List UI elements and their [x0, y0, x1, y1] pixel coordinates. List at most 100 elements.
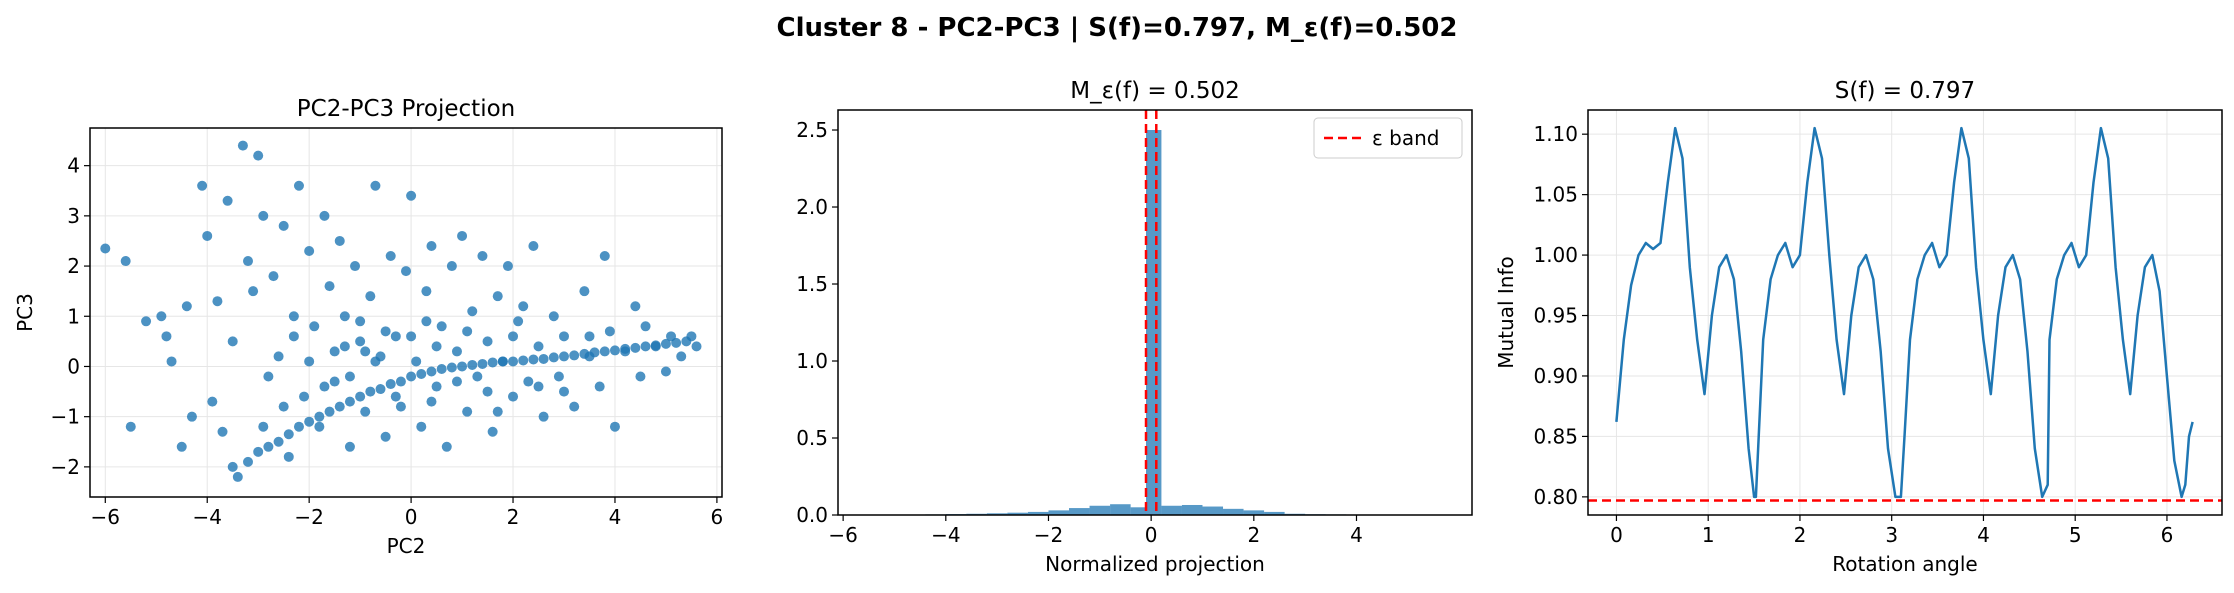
scatter-point — [395, 376, 406, 387]
scatter-point — [630, 301, 641, 312]
scatter-point — [263, 371, 274, 382]
scatter-point — [283, 451, 294, 462]
scatter-point — [477, 251, 488, 262]
scatter-point — [258, 210, 269, 221]
scatter-point — [492, 291, 503, 302]
x-tick-label: 6 — [2161, 523, 2174, 547]
y-tick-label: 2.5 — [796, 118, 828, 142]
scatter-point — [446, 362, 457, 373]
scatter-point — [304, 246, 315, 256]
axes-frame — [1587, 109, 2223, 516]
scatter-point — [314, 421, 325, 432]
y-tick-label: −1 — [51, 405, 80, 429]
scatter-point — [589, 347, 600, 358]
scatter-point — [202, 230, 213, 241]
scatter-point — [431, 341, 442, 352]
scatter-point — [339, 311, 350, 322]
x-tick-label: −2 — [1034, 523, 1063, 547]
scatter-point — [232, 471, 243, 482]
y-tick-label: 4 — [67, 154, 80, 178]
scatter-point — [436, 321, 447, 332]
scatter-point — [416, 421, 427, 432]
scatter-point — [569, 401, 580, 412]
scatter-point — [156, 311, 167, 322]
scatter-point — [309, 321, 320, 332]
scatter-point — [467, 306, 478, 317]
scatter-point — [120, 256, 131, 267]
scatter-point — [258, 421, 269, 432]
scatter-point — [579, 286, 590, 297]
scatter-point — [365, 291, 376, 302]
scatter-point — [523, 376, 534, 387]
histogram-bar — [1243, 510, 1265, 515]
scatter-point — [528, 240, 539, 251]
scatter-point — [217, 426, 228, 437]
scatter-point — [518, 301, 529, 312]
scatter-point — [406, 371, 417, 382]
y-tick-label: 0.90 — [1533, 364, 1578, 388]
histogram-bar — [1161, 505, 1182, 515]
scatter-point — [630, 342, 641, 353]
scatter-point — [395, 401, 406, 412]
y-axis-label: Mutual Info — [1494, 256, 1518, 368]
scatter-point — [355, 336, 366, 347]
scatter-point — [513, 316, 524, 327]
scatter-point — [248, 286, 259, 297]
histogram-bar — [1181, 504, 1203, 515]
scatter-point — [319, 210, 330, 221]
scatter-point — [243, 256, 253, 267]
plot-area — [100, 140, 702, 482]
y-tick-label: 1.05 — [1533, 183, 1578, 207]
scatter-point — [141, 316, 152, 327]
x-tick-label: −4 — [931, 523, 960, 547]
scatter-point — [406, 331, 417, 342]
scatter-point — [329, 376, 340, 387]
histogram-bar — [1069, 508, 1090, 515]
y-tick-label: 1.5 — [796, 272, 828, 296]
scatter-point — [671, 337, 682, 348]
scatter-point — [660, 366, 671, 377]
scatter-point — [640, 341, 651, 352]
axes-frame — [89, 127, 723, 498]
panel-title: PC2-PC3 Projection — [297, 96, 515, 122]
scatter-point — [538, 411, 549, 422]
scatter-point — [559, 386, 569, 397]
scatter-point — [278, 220, 289, 231]
scatter-point — [125, 421, 136, 432]
scatter-point — [288, 331, 299, 342]
x-tick-label: 4 — [1350, 523, 1363, 547]
scatter-point — [314, 411, 325, 422]
y-tick-label: 0.0 — [796, 503, 828, 527]
scatter-point — [324, 406, 335, 417]
legend-label: ε band — [1372, 126, 1440, 150]
scatter-point — [609, 345, 620, 356]
scatter-point — [431, 381, 442, 392]
scatter-point — [508, 391, 519, 402]
scatter-point — [181, 301, 192, 312]
scatter-point — [293, 180, 304, 191]
scatter-point — [446, 261, 457, 272]
histogram-bar — [1089, 505, 1111, 515]
y-tick-label: 1 — [67, 304, 80, 328]
scatter-point — [207, 396, 218, 407]
scatter-point — [339, 341, 350, 352]
y-axis-label: PC3 — [13, 293, 37, 332]
scatter-point — [584, 331, 595, 342]
x-tick-label: 5 — [2069, 523, 2082, 547]
legend: ε band — [1313, 117, 1463, 159]
scatter-point — [365, 386, 376, 397]
panel-title: S(f) = 0.797 — [1835, 78, 1975, 104]
histogram-bar — [1146, 130, 1162, 515]
x-axis-label: Normalized projection — [1045, 552, 1265, 576]
scatter-point — [451, 376, 462, 387]
scatter-point — [380, 326, 391, 337]
scatter-point — [462, 406, 473, 417]
scatter-panel: −6 −4 −2 0 2 4 6 −2 −1 0 1 2 3 4 PC2-PC3 Projection PC2… — [13, 96, 723, 558]
scatter-point — [497, 356, 508, 367]
scatter-point — [253, 150, 264, 161]
scatter-point — [548, 352, 559, 363]
x-tick-label: 0 — [405, 505, 418, 529]
scatter-point — [487, 357, 498, 368]
scatter-point — [100, 243, 111, 254]
scatter-point — [482, 336, 493, 347]
